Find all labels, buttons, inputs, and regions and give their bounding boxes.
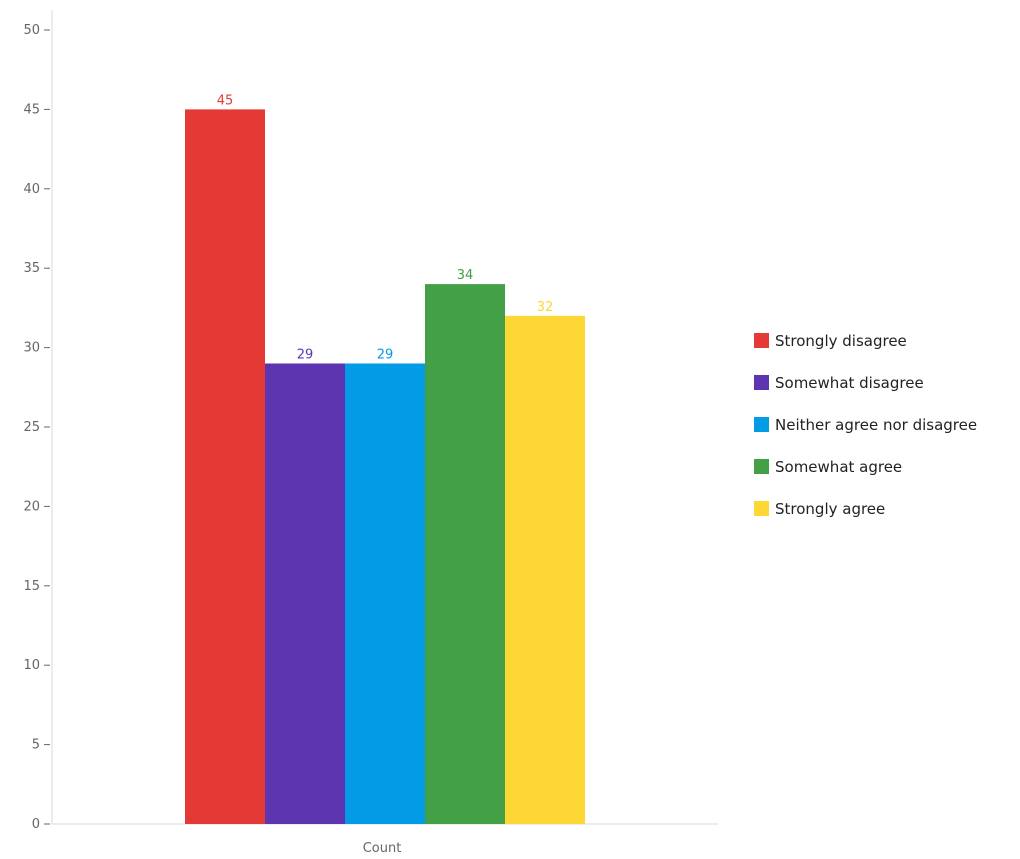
bar-somewhat-agree bbox=[425, 284, 505, 825]
bar-somewhat-disagree bbox=[265, 363, 345, 824]
y-tick-label: 45 bbox=[23, 102, 40, 117]
data-label: 34 bbox=[457, 268, 474, 283]
y-tick-label: 15 bbox=[23, 579, 40, 594]
legend-item: Strongly agree bbox=[754, 500, 885, 518]
legend-label: Somewhat agree bbox=[775, 458, 902, 476]
legend: Strongly disagree Somewhat disagree Neithe… bbox=[754, 332, 977, 518]
y-tick-label: 25 bbox=[23, 420, 40, 435]
legend-swatch bbox=[754, 333, 769, 348]
legend-label: Strongly agree bbox=[775, 500, 885, 518]
legend-swatch bbox=[754, 459, 769, 474]
legend-item: Somewhat agree bbox=[754, 458, 902, 476]
legend-item: Neither agree nor disagree bbox=[754, 416, 977, 434]
y-tick-label: 30 bbox=[23, 341, 40, 356]
data-label: 45 bbox=[217, 93, 234, 108]
y-tick-label: 20 bbox=[23, 499, 40, 514]
bars bbox=[185, 109, 585, 825]
legend-label: Strongly disagree bbox=[775, 332, 907, 350]
y-tick-label: 35 bbox=[23, 261, 40, 276]
x-axis: Count bbox=[52, 823, 718, 856]
legend-label: Neither agree nor disagree bbox=[775, 416, 977, 434]
y-axis: 0 5 10 15 20 25 30 35 40 45 50 bbox=[23, 10, 53, 832]
legend-item: Strongly disagree bbox=[754, 332, 907, 350]
data-labels: 45 29 29 34 32 bbox=[217, 93, 554, 362]
y-tick-label: 50 bbox=[23, 23, 40, 38]
legend-label: Somewhat disagree bbox=[775, 374, 924, 392]
legend-item: Somewhat disagree bbox=[754, 374, 924, 392]
bar-strongly-agree bbox=[505, 315, 585, 824]
y-tick-label: 40 bbox=[23, 182, 40, 197]
y-tick-label: 0 bbox=[32, 817, 40, 832]
y-tick-label: 5 bbox=[32, 738, 40, 753]
legend-swatch bbox=[754, 375, 769, 390]
x-category-label: Count bbox=[363, 841, 402, 856]
data-label: 32 bbox=[537, 300, 554, 315]
bar-neither-agree-nor-disagree bbox=[345, 363, 425, 824]
data-label: 29 bbox=[377, 347, 394, 362]
legend-swatch bbox=[754, 417, 769, 432]
y-tick-label: 10 bbox=[23, 658, 40, 673]
legend-swatch bbox=[754, 501, 769, 516]
data-label: 29 bbox=[297, 347, 314, 362]
bar-strongly-disagree bbox=[185, 109, 265, 824]
